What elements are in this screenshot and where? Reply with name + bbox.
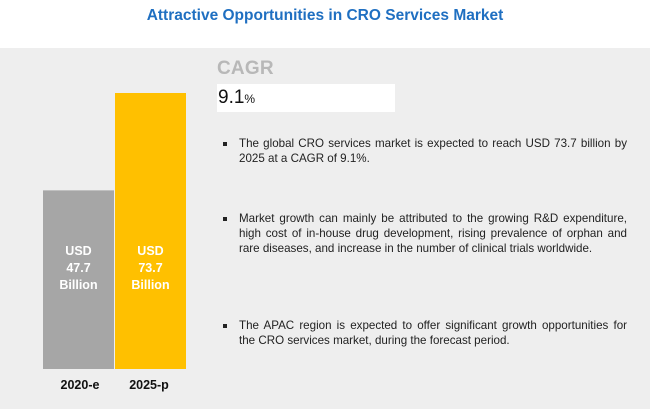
bullet-icon	[223, 142, 227, 146]
x-tick-label-2025: 2025-p	[129, 378, 169, 392]
cagr-value-box: 9.1%	[217, 84, 395, 112]
bullet-text: Market growth can mainly be attributed t…	[239, 212, 627, 255]
bullet-item: The APAC region is expected to offer sig…	[217, 318, 627, 348]
x-tick-label-2020: 2020-e	[60, 378, 100, 392]
bar-data-label: Billion	[131, 278, 169, 292]
bullet-item: Market growth can mainly be attributed t…	[217, 211, 627, 256]
bar-data-label: 73.7	[138, 261, 162, 275]
bar-2025-p	[115, 93, 186, 369]
bullet-icon	[223, 324, 227, 328]
cagr-value: 9.1%	[218, 87, 255, 109]
cagr-number: 9.1	[218, 87, 245, 108]
bar-2020-e	[43, 190, 114, 369]
bar-data-label: USD	[65, 244, 91, 258]
bullet-icon	[223, 217, 227, 221]
cagr-label: CAGR	[217, 58, 274, 79]
bar-data-label: Billion	[59, 278, 97, 292]
page-title: Attractive Opportunities in CRO Services…	[146, 7, 504, 24]
bar-data-label: USD	[137, 244, 163, 258]
cagr-unit: %	[244, 92, 256, 106]
bullet-item: The global CRO services market is expect…	[217, 136, 627, 166]
bullet-text: The global CRO services market is expect…	[239, 137, 627, 165]
bar-data-label: 47.7	[66, 261, 90, 275]
bullet-text: The APAC region is expected to offer sig…	[239, 319, 627, 347]
